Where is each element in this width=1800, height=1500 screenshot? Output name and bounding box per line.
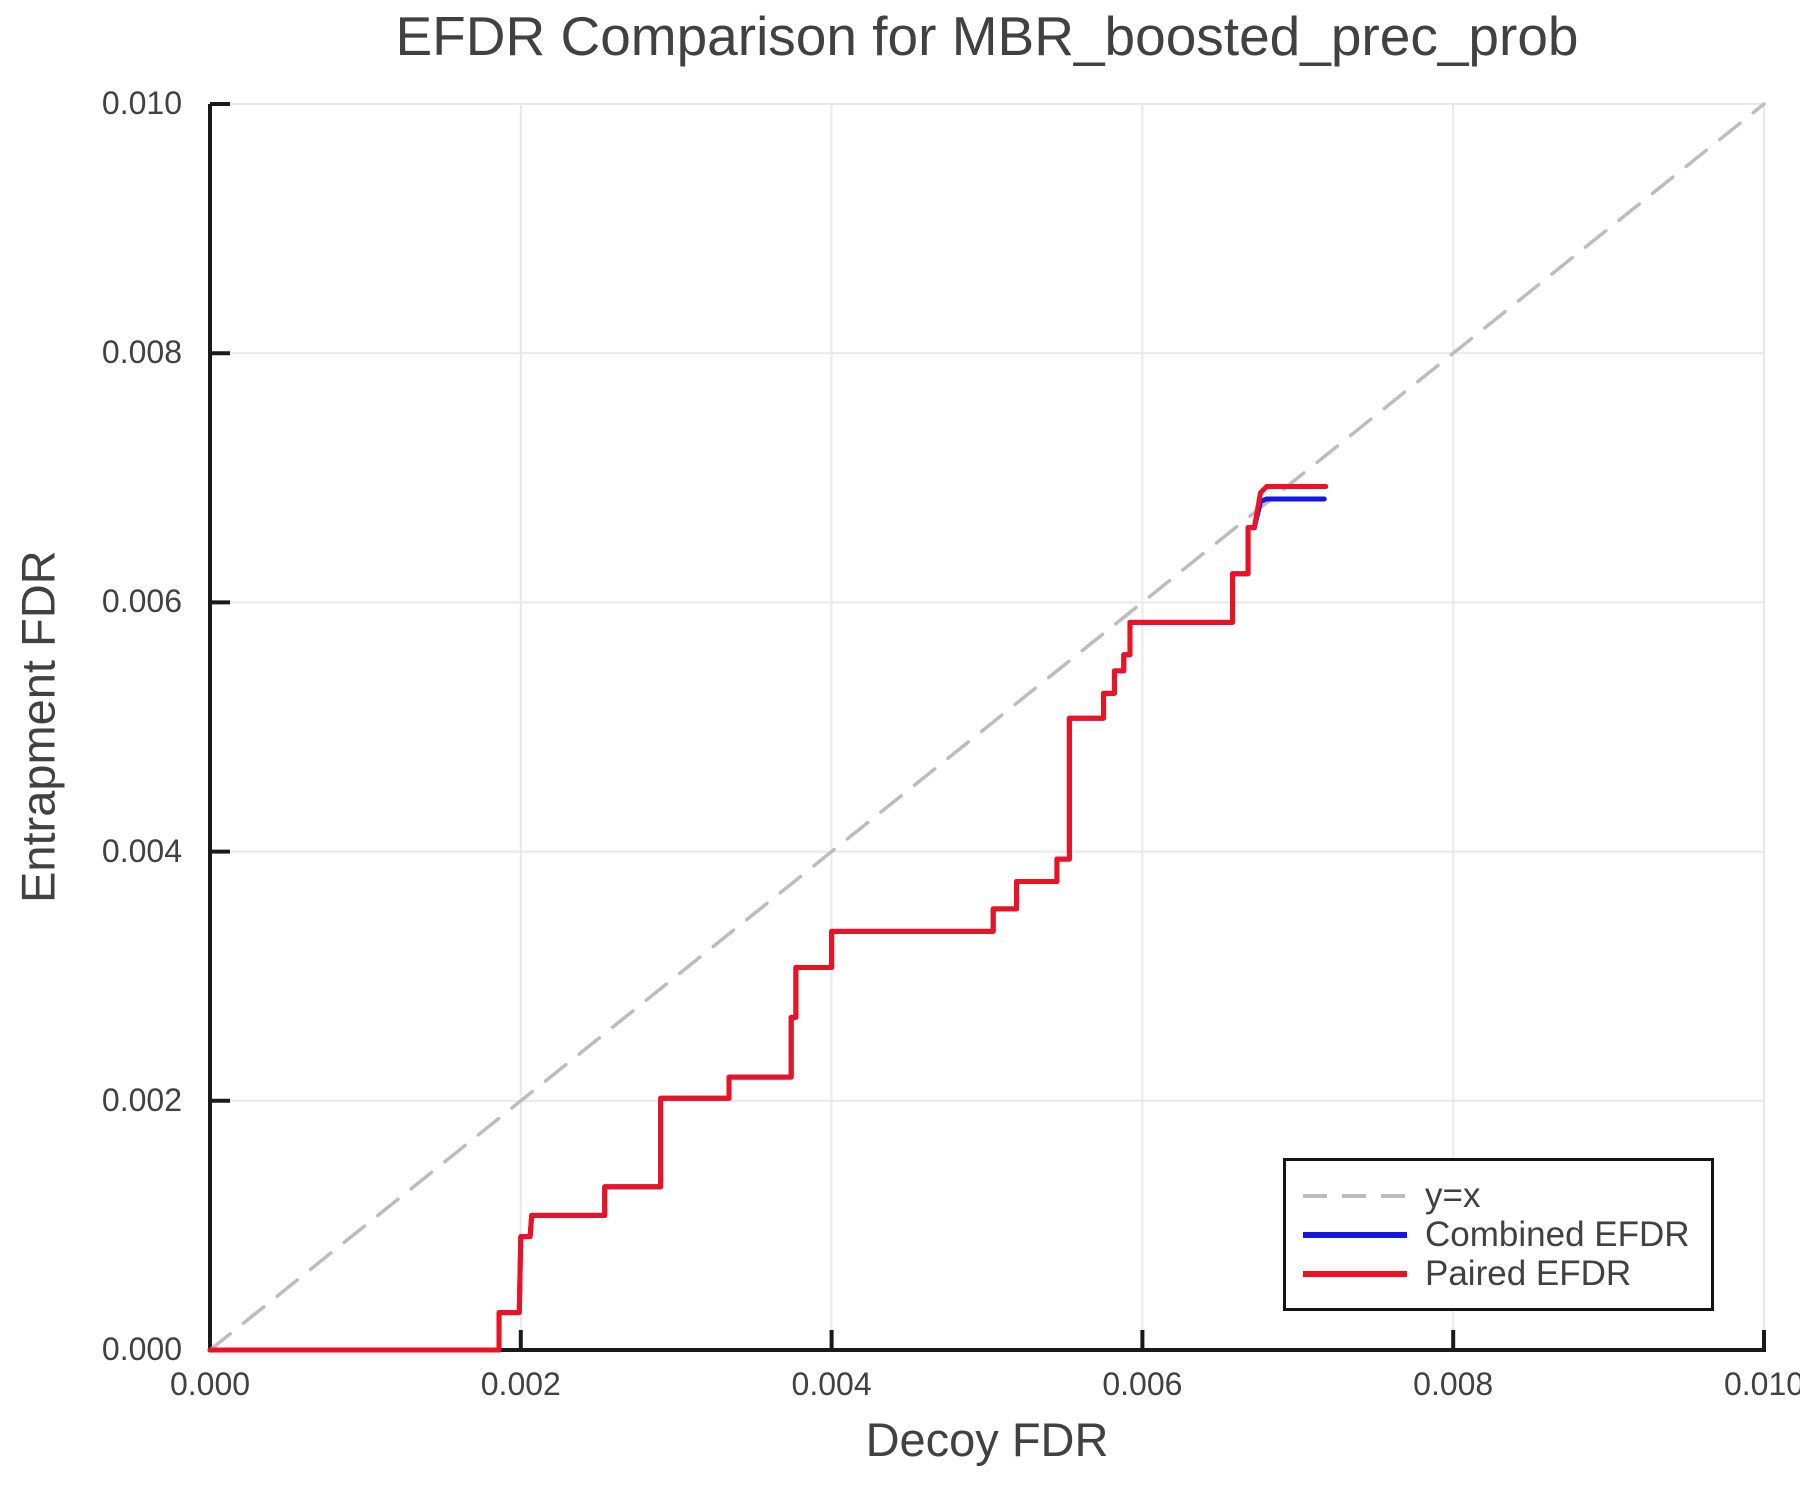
x-tick-label: 0.004 <box>791 1366 872 1402</box>
y-tick-label: 0.004 <box>101 832 182 869</box>
y-tick-label: 0.008 <box>101 334 182 371</box>
legend-label-combined-efdr: Combined EFDR <box>1425 1215 1690 1254</box>
x-tick-label: 0.010 <box>1723 1366 1800 1402</box>
paired-efdr-line <box>207 484 1329 1353</box>
legend-item-identity: y=x <box>1301 1176 1711 1215</box>
legend-item-combined-efdr: Combined EFDR <box>1301 1215 1711 1254</box>
x-axis-label: Decoy FDR <box>865 1413 1109 1466</box>
paired-efdr-swatch <box>1303 1270 1407 1277</box>
y-x-line <box>208 102 1766 1352</box>
legend-item-paired-efdr: Paired EFDR <box>1301 1254 1711 1293</box>
y-axis-label: Entrapment FDR <box>11 550 65 904</box>
legend: y=x Combined EFDR Paired EFDR <box>1283 1158 1714 1311</box>
y-tick-label: 0.000 <box>101 1331 182 1367</box>
x-tick-label: 0.006 <box>1102 1366 1183 1402</box>
chart-title: EFDR Comparison for MBR_boosted_prec_pro… <box>395 5 1579 67</box>
y-tick-label: 0.006 <box>101 583 182 620</box>
identity-line-swatch <box>1303 1193 1407 1198</box>
x-tick-label: 0.008 <box>1413 1366 1494 1402</box>
combined-efdr-swatch <box>1303 1231 1407 1238</box>
legend-label-paired-efdr: Paired EFDR <box>1425 1254 1632 1293</box>
legend-label-identity: y=x <box>1425 1176 1481 1215</box>
x-tick-label: 0.000 <box>169 1366 251 1402</box>
y-tick-label: 0.010 <box>101 85 182 121</box>
x-tick-label: 0.002 <box>480 1366 561 1402</box>
combined-efdr-line <box>207 496 1327 1353</box>
y-tick-label: 0.002 <box>101 1081 182 1118</box>
